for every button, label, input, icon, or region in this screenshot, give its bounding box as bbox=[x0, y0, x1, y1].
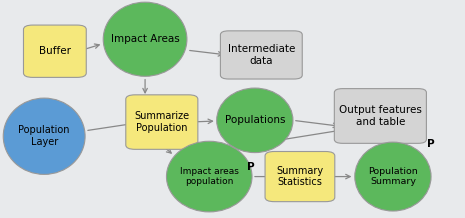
Text: Summarize
Population: Summarize Population bbox=[134, 111, 189, 133]
Ellipse shape bbox=[217, 88, 293, 153]
Text: Population
Layer: Population Layer bbox=[19, 125, 70, 147]
FancyBboxPatch shape bbox=[265, 152, 335, 202]
Ellipse shape bbox=[166, 141, 252, 212]
Text: Intermediate
data: Intermediate data bbox=[228, 44, 295, 66]
Text: Output features
and table: Output features and table bbox=[339, 105, 422, 127]
Text: Impact areas
population: Impact areas population bbox=[180, 167, 239, 186]
Text: P: P bbox=[247, 162, 255, 172]
FancyBboxPatch shape bbox=[23, 25, 86, 77]
Text: Buffer: Buffer bbox=[39, 46, 71, 56]
Text: Populations: Populations bbox=[225, 115, 285, 125]
Text: P: P bbox=[427, 139, 435, 149]
FancyBboxPatch shape bbox=[220, 31, 302, 79]
Text: Summary
Statistics: Summary Statistics bbox=[276, 166, 324, 187]
Ellipse shape bbox=[355, 142, 431, 211]
FancyBboxPatch shape bbox=[334, 89, 426, 143]
Text: Impact Areas: Impact Areas bbox=[111, 34, 179, 44]
Ellipse shape bbox=[3, 98, 85, 174]
FancyBboxPatch shape bbox=[126, 95, 198, 149]
Ellipse shape bbox=[103, 2, 187, 76]
Text: Population
Summary: Population Summary bbox=[368, 167, 418, 186]
